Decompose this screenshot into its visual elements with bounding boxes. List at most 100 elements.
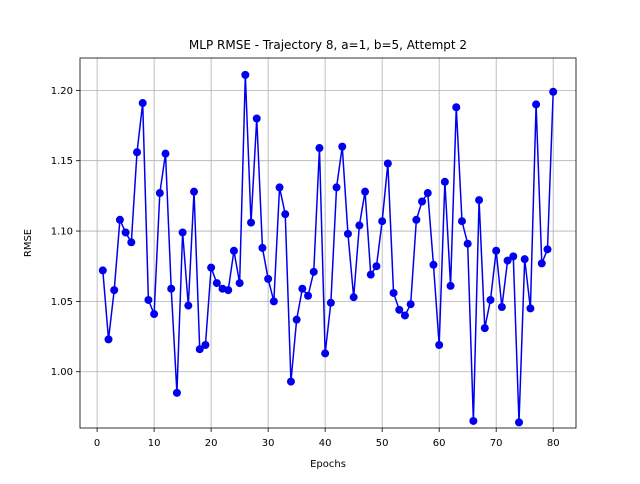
data-point [389,288,398,297]
data-point [361,187,370,196]
x-tick-label: 80 [547,438,560,449]
data-point [281,210,290,219]
y-tick-label: 1.10 [51,227,73,238]
data-point [549,87,558,96]
data-point [207,263,216,272]
x-tick-label: 30 [262,438,275,449]
data-point [440,177,449,186]
data-point [492,246,501,255]
data-point [150,310,159,319]
data-point [400,311,409,320]
data-point [332,183,341,192]
data-point [315,144,324,153]
x-tick-label: 0 [94,438,100,449]
data-point [121,228,130,237]
data-point [241,70,250,79]
data-point [298,284,307,293]
data-point [395,305,404,314]
data-point [258,243,267,252]
data-point [412,215,421,224]
data-point [526,304,535,313]
x-tick-label: 60 [433,438,446,449]
data-point [275,183,284,192]
data-point [406,300,415,309]
data-point [543,245,552,254]
data-point [372,262,381,271]
y-tick-label: 1.15 [51,156,73,167]
data-point [269,297,278,306]
data-point [115,215,124,224]
data-point [429,260,438,269]
data-point [435,340,444,349]
data-point [235,279,244,288]
data-point [321,349,330,358]
data-point [98,266,107,275]
data-point [309,267,318,276]
y-axis-label: RMSE [23,229,34,257]
x-tick-label: 10 [148,438,161,449]
data-point [475,196,484,205]
x-tick-label: 20 [205,438,218,449]
grid-lines [80,58,576,428]
data-point [212,279,221,288]
data-point [366,270,375,279]
data-point [338,142,347,151]
data-point [127,238,136,247]
data-point [343,229,352,238]
y-axis-ticks: 1.00 1.05 1.10 1.15 1.20 [51,86,80,378]
y-tick-label: 1.20 [51,86,73,97]
data-point [457,217,466,226]
x-tick-label: 50 [376,438,389,449]
data-point [509,252,518,261]
data-point [229,246,238,255]
data-point [469,416,478,425]
chart-title: MLP RMSE - Trajectory 8, a=1, b=5, Attem… [189,38,467,52]
data-point [349,293,358,302]
data-point [463,239,472,248]
data-point [326,298,335,307]
data-point [446,281,455,290]
data-point [514,418,523,427]
data-point [167,284,176,293]
data-point [172,388,181,397]
data-point [532,100,541,109]
data-point [133,148,142,157]
data-point [497,303,506,312]
data-point [423,189,432,198]
data-point [104,335,113,344]
data-point [144,295,153,304]
data-point [355,221,364,230]
data-point [195,345,204,354]
rmse-series [98,70,558,427]
data-point [138,99,147,108]
x-axis-ticks: 0 10 20 30 40 50 60 70 80 [94,428,560,449]
x-axis-label: Epochs [310,459,346,470]
data-point [292,315,301,324]
y-tick-label: 1.05 [51,297,73,308]
data-point [264,274,273,283]
data-point [178,228,187,237]
plot-area-frame [79,57,577,429]
data-point [155,189,164,198]
x-tick-label: 40 [319,438,332,449]
data-point [184,301,193,310]
data-point [503,256,512,265]
data-point [190,187,199,196]
x-tick-label: 70 [490,438,503,449]
data-point [304,291,313,300]
data-point [201,340,210,349]
series-line [102,74,554,424]
data-point [383,159,392,168]
data-point [161,149,170,158]
data-point [247,218,256,227]
data-point [452,103,461,112]
data-point [537,259,546,268]
data-point [224,286,233,295]
data-point [110,286,119,295]
data-point [252,114,261,123]
y-tick-label: 1.00 [51,367,73,378]
data-point [480,324,489,333]
data-point [520,255,529,264]
